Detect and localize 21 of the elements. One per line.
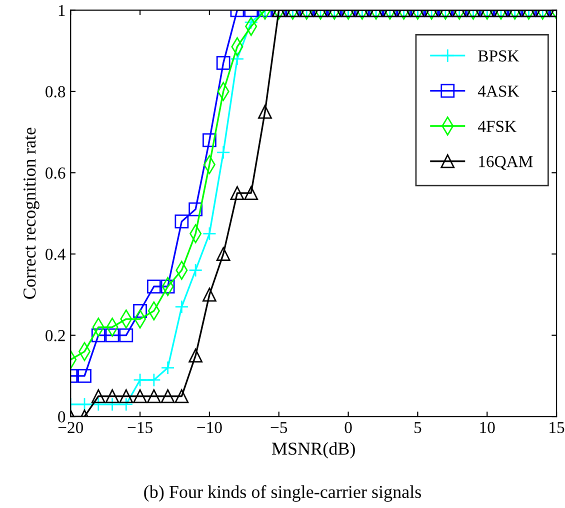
y-tick-label: 0 [58,411,66,423]
y-tick-label: 1 [58,4,65,16]
legend-label: 4ASK [478,86,520,97]
legend-label: 4FSK [478,120,516,132]
x-tick-label: −20 [58,422,84,434]
y-tick-label: 0.4 [46,248,66,260]
legend-label: BPSK [478,50,520,62]
y-tick-label: 0.6 [46,167,66,179]
legend-label: 16QAM [479,156,533,170]
y-tick-label: 0.2 [46,330,65,342]
x-tick-label: −10 [197,422,222,434]
y-axis-title: Correct recognition rate [24,128,40,299]
x-tick-label: 0 [344,422,352,434]
y-tick-label: 0.8 [46,86,66,98]
x-tick-label: 5 [414,422,422,434]
text: (b) Four kinds of single-carrier signals [144,485,421,502]
x-tick-label: −5 [270,422,288,434]
x-tick-label: 10 [480,422,495,434]
x-tick-label: −15 [128,422,152,434]
x-axis-title: MSNR(dB) [272,442,355,458]
x-tick-label: 15 [550,422,564,434]
